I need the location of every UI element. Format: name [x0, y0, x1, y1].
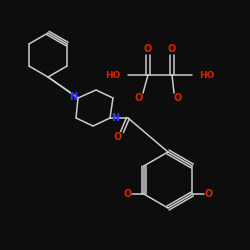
- Text: O: O: [144, 44, 152, 54]
- Text: O: O: [114, 132, 122, 142]
- Text: HO: HO: [199, 70, 214, 80]
- Text: O: O: [174, 93, 182, 103]
- Text: O: O: [124, 189, 132, 199]
- Text: O: O: [135, 93, 143, 103]
- Text: O: O: [204, 189, 212, 199]
- Text: O: O: [168, 44, 176, 54]
- Text: N: N: [111, 113, 119, 123]
- Text: HO: HO: [106, 70, 121, 80]
- Text: N: N: [69, 92, 77, 102]
